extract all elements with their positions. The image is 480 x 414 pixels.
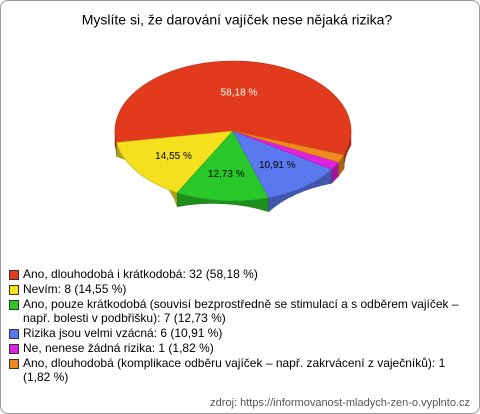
legend-label: Ano, dlouhodobá (komplikace odběru vajíč… (23, 356, 446, 384)
value-label: 12,73 % (208, 169, 245, 180)
legend-swatch (9, 344, 19, 354)
legend-label: Ano, pouze krátkodobá (souvisí bezprostř… (23, 297, 459, 325)
chart-title: Myslíte si, že darování vajíček nese něj… (82, 12, 393, 28)
slice (232, 130, 345, 163)
legend-item: Ano, dlouhodobá (komplikace odběru vajíč… (9, 356, 471, 384)
legend-label: Nevím: 8 (14,55 %) (23, 282, 127, 296)
legend: Ano, dlouhodobá i krátkodobá: 32 (58,18 … (9, 267, 471, 385)
legend-swatch (9, 359, 19, 369)
value-label: 14,55 % (155, 151, 192, 162)
slice (232, 130, 333, 199)
legend-item: Rizika jsou velmi vzácná: 6 (10,91 %) (9, 326, 471, 340)
source: zdroj: https://informovanost-mladych-zen… (210, 397, 470, 409)
slice (176, 130, 270, 202)
legend-label: Ano, dlouhodobá i krátkodobá: 32 (58,18 … (23, 267, 258, 281)
slice (116, 130, 234, 194)
legend-swatch (9, 270, 19, 280)
legend-swatch (9, 300, 19, 310)
legend-swatch (9, 285, 19, 295)
legend-item: Ne, nenese žádná rizika: 1 (1,82 %) (9, 341, 471, 355)
legend-item: Nevím: 8 (14,55 %) (9, 282, 471, 296)
legend-item: Ano, dlouhodobá i krátkodobá: 32 (58,18 … (9, 267, 471, 281)
chart: Myslíte si, že darování vajíček nese něj… (82, 12, 393, 213)
slice (114, 60, 352, 156)
value-label: 10,91 % (259, 160, 296, 171)
legend-item: Ano, pouze krátkodobá (souvisí bezprostř… (9, 297, 471, 325)
legend-swatch (9, 329, 19, 339)
legend-label: Ne, nenese žádná rizika: 1 (1,82 %) (23, 341, 214, 355)
value-label: 58,18 % (221, 87, 258, 98)
legend-label: Rizika jsou velmi vzácná: 6 (10,91 %) (23, 326, 223, 340)
